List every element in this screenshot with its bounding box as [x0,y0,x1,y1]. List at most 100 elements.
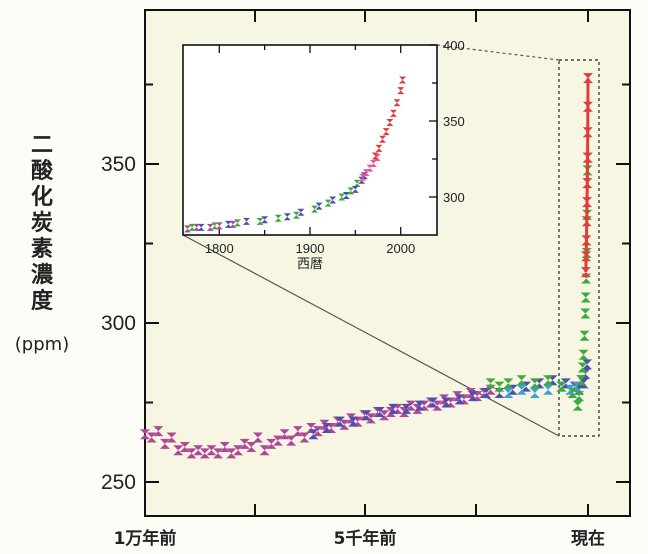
main-data-point [308,429,319,440]
y-axis-title-char: 化 [31,184,53,210]
main-data-point [219,442,230,453]
main-data-point [582,178,593,189]
inset-data-point [224,220,232,228]
inset-data-point [338,193,346,201]
main-data-point [374,407,385,418]
main-data-point [166,432,177,443]
inset-data-point [347,187,355,195]
inset-data-point [393,99,401,107]
main-data-point [272,435,283,446]
main-data-point [259,445,270,456]
main-data-point [140,429,150,440]
inset-data-point [188,223,196,231]
main-data-point [582,101,593,112]
main-data-point [543,375,554,386]
zoom-connector-top [436,44,560,61]
main-data-point [481,387,492,398]
inset-data-points [184,76,407,233]
main-data-point [361,410,372,421]
y-axis-title-char: 炭 [31,210,53,236]
inset-data-point [311,205,319,213]
main-data-point [186,448,197,459]
inset-data-point [382,128,390,136]
main-data-point [279,429,290,440]
main-data-point [414,400,425,411]
main-data-point [173,445,184,456]
main-data-point [365,413,376,424]
main-data-point [292,426,303,437]
zoom-region-box [558,59,600,437]
main-data-point [206,445,217,456]
main-data-point [516,375,527,386]
inset-plot-area [182,44,438,236]
inset-y-tick-label: 400 [443,38,465,53]
y-axis-title-char: 素 [31,236,53,262]
main-data-point [432,400,443,411]
main-data-point [193,445,204,456]
main-data-point [199,448,210,459]
inset-data-point [197,223,205,231]
zoom-connector-lines [182,44,600,437]
main-data-point [334,416,345,427]
main-data-point [581,251,592,262]
inset-data-point [324,199,332,207]
main-data-point [401,403,412,414]
main-data-point [299,432,310,443]
inset-series [359,153,381,181]
inset-data-point [193,223,201,231]
main-data-point [580,267,591,278]
inset-series [184,220,237,233]
main-data-point [179,442,190,453]
main-data-point [454,394,465,405]
main-data-point [321,422,332,433]
y-tick-label: 300 [101,312,136,335]
y-tick-label: 250 [101,471,136,494]
inset-axis-labels: 1800 1900 2000 300 350 400 西暦 [205,38,465,271]
main-data-point [574,391,585,402]
main-data-point [348,416,359,427]
main-data-point [312,426,323,437]
main-data-point [577,362,588,373]
inset-data-point [229,220,237,228]
inset-data-point [329,196,337,204]
main-data-point [485,378,496,389]
y-axis-unit: (ppm) [15,334,69,355]
inset-chart: 1800 1900 2000 300 350 400 西暦 [182,38,465,271]
main-data-point [580,308,591,319]
main-data-point [572,400,583,411]
inset-data-point [256,217,264,225]
main-data-point [579,330,590,341]
main-data-point [213,448,224,459]
y-axis-title-char: 濃 [31,263,54,288]
main-data-point [233,445,244,456]
main-data-point [581,235,592,246]
inset-data-point [342,191,350,199]
main-series-line [584,78,590,273]
inset-data-point [399,76,407,84]
x-tick-label: 5千年前 [334,528,397,549]
main-data-point [467,391,478,402]
inset-data-point [315,202,323,210]
main-data-point [582,127,593,138]
x-tick-label: 1万年前 [114,528,177,549]
inset-data-point [233,219,241,227]
main-data-point [286,435,297,446]
inset-data-point [389,109,397,117]
inset-data-point [351,185,359,193]
inset-x-tick-label: 1800 [205,241,234,256]
inset-data-point [261,216,269,224]
main-data-point [266,438,277,449]
main-series [580,73,593,278]
inset-data-point [274,214,282,222]
main-data-point [582,197,593,208]
zoom-connector-bottom [182,234,560,437]
main-data-point [576,375,587,386]
y-axis-title-char: 度 [31,288,54,314]
inset-x-axis-title: 西暦 [297,256,323,271]
main-data-point [226,448,237,459]
main-data-point [580,292,591,303]
main-data-point [503,387,514,398]
inset-data-point [379,135,387,143]
inset-series [188,179,361,231]
